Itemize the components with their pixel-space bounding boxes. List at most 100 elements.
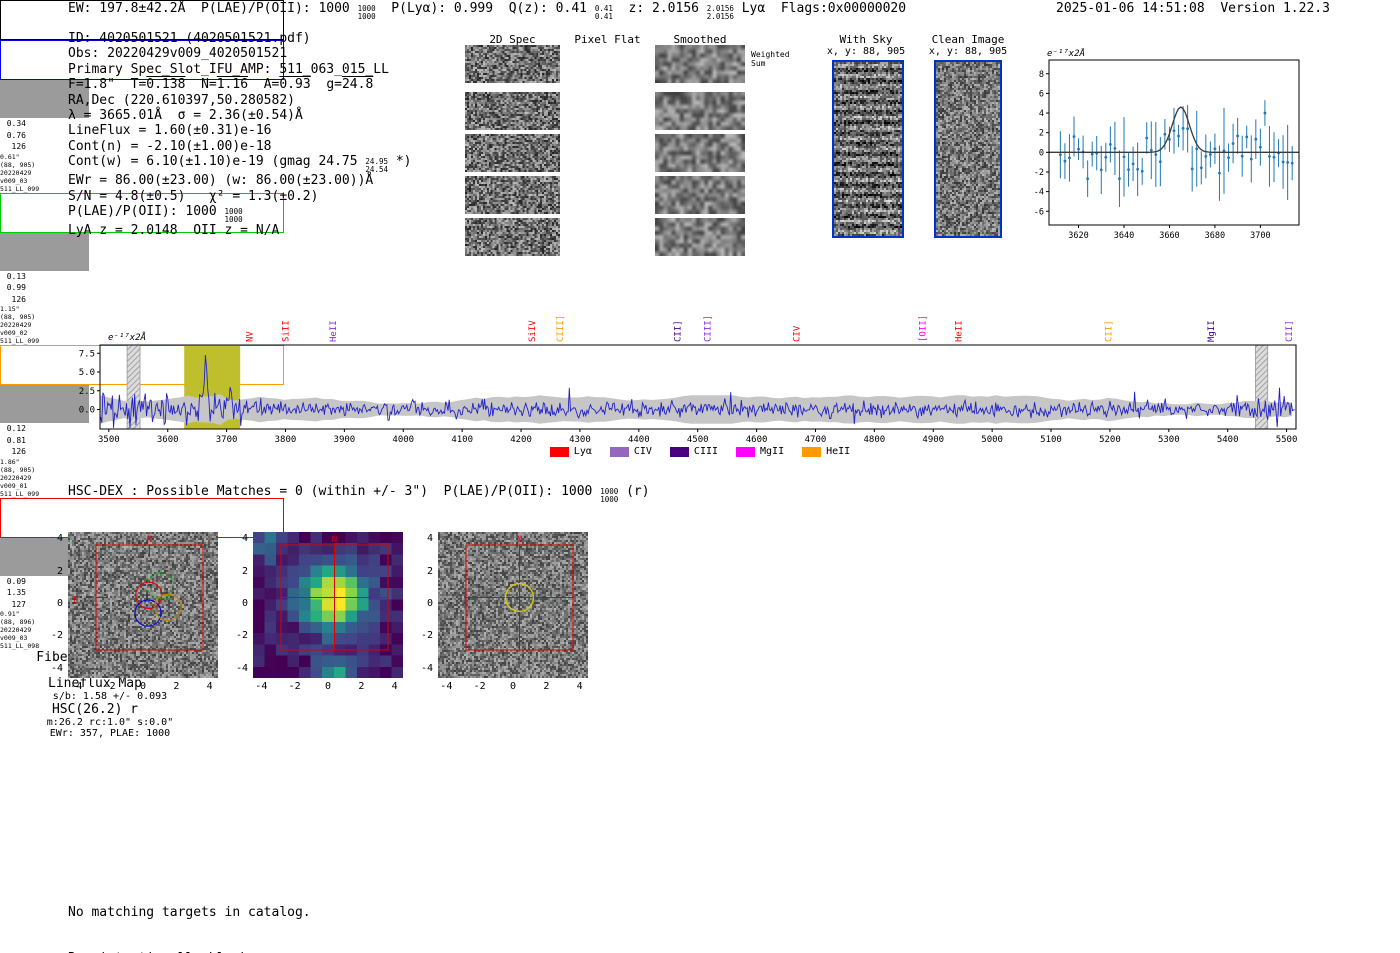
- fiber-row-annotation: 0.61" (88, 905) 20220429 v009_03 511_LL_…: [0, 152, 40, 193]
- stacked-fraction: 1000 1000: [224, 207, 243, 224]
- footer-notes: No matching targets in catalog. Row inte…: [68, 874, 311, 953]
- compass-north-label: N: [147, 535, 152, 545]
- legend-swatch: [802, 446, 822, 457]
- fiber-2d-spec-image: [465, 134, 560, 172]
- svg-text:5400: 5400: [1217, 435, 1239, 445]
- panel-ytick: 0: [426, 598, 433, 609]
- panel-overlay-1: N: [280, 535, 389, 651]
- fiber-circle: [146, 571, 175, 600]
- legend-label: CIV: [633, 446, 652, 457]
- legend-item: CIV: [609, 446, 652, 457]
- col-header-pixel-flat: Pixel Flat: [574, 33, 641, 46]
- svg-text:2.5: 2.5: [79, 387, 95, 397]
- compass-north-label: N: [517, 535, 522, 545]
- spectrum-line-label: CII]: [1105, 320, 1115, 342]
- panel-xtick: -2: [473, 681, 486, 692]
- svg-text:-4: -4: [1035, 188, 1044, 198]
- weighted-2d-spec-image: [465, 45, 560, 83]
- panel-image-0: [68, 532, 218, 678]
- info-line: F=1.8" T=0.138 N=1.16 A=0.93 g=24.8: [68, 77, 374, 93]
- fiber-smoothed-image: [655, 134, 745, 172]
- legend-item: Lyα: [549, 446, 592, 457]
- svg-text:5200: 5200: [1099, 435, 1121, 445]
- catalog-match-summary: HSC-DEX : Possible Matches = 0 (within +…: [68, 484, 650, 504]
- panel-xlabel2: EWr: 357, PLAE: 1000: [49, 728, 171, 739]
- panel-xtick: 2: [358, 681, 365, 692]
- spectrum-legend: Lyα CIV CIII MgII HeII: [0, 446, 1400, 457]
- panel-xtick: -2: [288, 681, 301, 692]
- spectrum-line-label: CIII]: [704, 315, 714, 342]
- panel-xtick: -2: [103, 681, 116, 692]
- svg-text:5100: 5100: [1040, 435, 1062, 445]
- svg-text:4900: 4900: [922, 435, 944, 445]
- panel-ytick: 4: [241, 533, 248, 545]
- panel-image-1: [253, 532, 403, 678]
- info-line: Cont(n) = -2.10(±1.00)e-18: [68, 138, 272, 154]
- fiber-2d-spec-image: [465, 218, 560, 256]
- spectrum-line-label: [OII]: [919, 315, 929, 342]
- svg-text:3800: 3800: [275, 435, 297, 445]
- fiber-circle: [134, 599, 162, 627]
- with-sky-coords: x, y: 88, 905: [826, 46, 906, 57]
- panel-ytick: 4: [56, 533, 63, 545]
- fiber-pixel-flat: [0, 232, 89, 271]
- panel-xtick: -4: [70, 681, 83, 692]
- panel-xtick: 4: [206, 681, 213, 692]
- clean-image-title: Clean Image: [931, 33, 1005, 46]
- legend-label: CIII: [693, 446, 719, 457]
- svg-text:4700: 4700: [805, 435, 827, 445]
- info-line: ID: 4020501521 (4020501521.pdf): [68, 31, 311, 46]
- panel-ytick: 2: [241, 565, 248, 577]
- legend-item: CIII: [669, 446, 719, 457]
- svg-text:4: 4: [1039, 109, 1044, 119]
- panel-ytick: 0: [56, 598, 63, 609]
- svg-text:3620: 3620: [1068, 231, 1088, 240]
- svg-text:4500: 4500: [687, 435, 709, 445]
- legend-label: MgII: [760, 446, 785, 457]
- svg-text:3640: 3640: [1114, 231, 1134, 240]
- legend-swatch: [609, 446, 629, 457]
- legend-swatch: [549, 446, 569, 457]
- panel-ytick: -2: [50, 630, 63, 642]
- panel-ytick: -2: [420, 630, 433, 642]
- fiber-circle: [154, 593, 182, 622]
- panel-xtick: 0: [509, 681, 517, 692]
- full-spectrum-chart: 3500 3600 3700 3800 3900 4000 4100 4200 4300 4400…: [79, 315, 1298, 445]
- svg-text:8: 8: [1039, 70, 1044, 80]
- info-line: S/N = 4.8(±0.5) χ² = 1.3(±0.2): [68, 188, 319, 204]
- weighted-sum-strip-border: [0, 0, 284, 40]
- spectrum-line-label: MgII: [1207, 320, 1217, 342]
- spectrum-line-label: CII]: [1285, 320, 1295, 342]
- fiber-row-values: 0.34 0.76 126: [6, 119, 26, 151]
- compass-north-label: N: [332, 535, 337, 545]
- svg-text:3900: 3900: [334, 435, 356, 445]
- legend-swatch: [736, 446, 756, 457]
- footer-line1: No matching targets in catalog.: [68, 904, 311, 920]
- fiber-smoothed-image: [655, 92, 745, 130]
- panel-xtick: -4: [255, 681, 268, 692]
- fiber-row-values: 0.09 1.35 127: [6, 576, 26, 609]
- svg-text:4800: 4800: [864, 435, 886, 445]
- panel-overlay-2: N: [465, 535, 574, 651]
- spectrum-line-label: CIV: [793, 325, 803, 342]
- panel-ytick: 4: [426, 533, 433, 545]
- svg-text:4200: 4200: [510, 435, 532, 445]
- svg-text:5000: 5000: [981, 435, 1003, 445]
- panel-xtick: 2: [173, 681, 180, 692]
- info-line: LineFlux = 1.60(±0.31)e-16: [68, 123, 272, 139]
- info-line: Obs: 20220429v009_4020501521: [68, 46, 288, 62]
- spectrum-line-label: CII]: [674, 320, 684, 342]
- footer-line2: Row intentionally blank.: [68, 951, 311, 953]
- emission-line-fit-chart: 3620 3640 3660 3680 3700 8 6 4 2 0 -2 -4 -6 e⁻¹⁷x2Å: [1035, 48, 1300, 240]
- spectrum-line-label: SiII: [282, 320, 292, 342]
- svg-text:7.5: 7.5: [79, 349, 95, 359]
- info-line: Primary Spec_Slot_IFU_AMP: 511_063_015_L…: [68, 61, 389, 77]
- panel-title: Lineflux Map: [48, 676, 142, 691]
- svg-text:4300: 4300: [569, 435, 591, 445]
- header-summary: EW: 197.8±42.2Å P(LAE)/P(OII): 1000 1000…: [68, 1, 907, 21]
- with-sky-cutout-image: [832, 60, 904, 238]
- info-line: P(LAE)/P(OII): 1000 1000 1000: [68, 204, 243, 224]
- legend-label: HeII: [826, 446, 851, 457]
- legend-item: HeII: [802, 446, 850, 457]
